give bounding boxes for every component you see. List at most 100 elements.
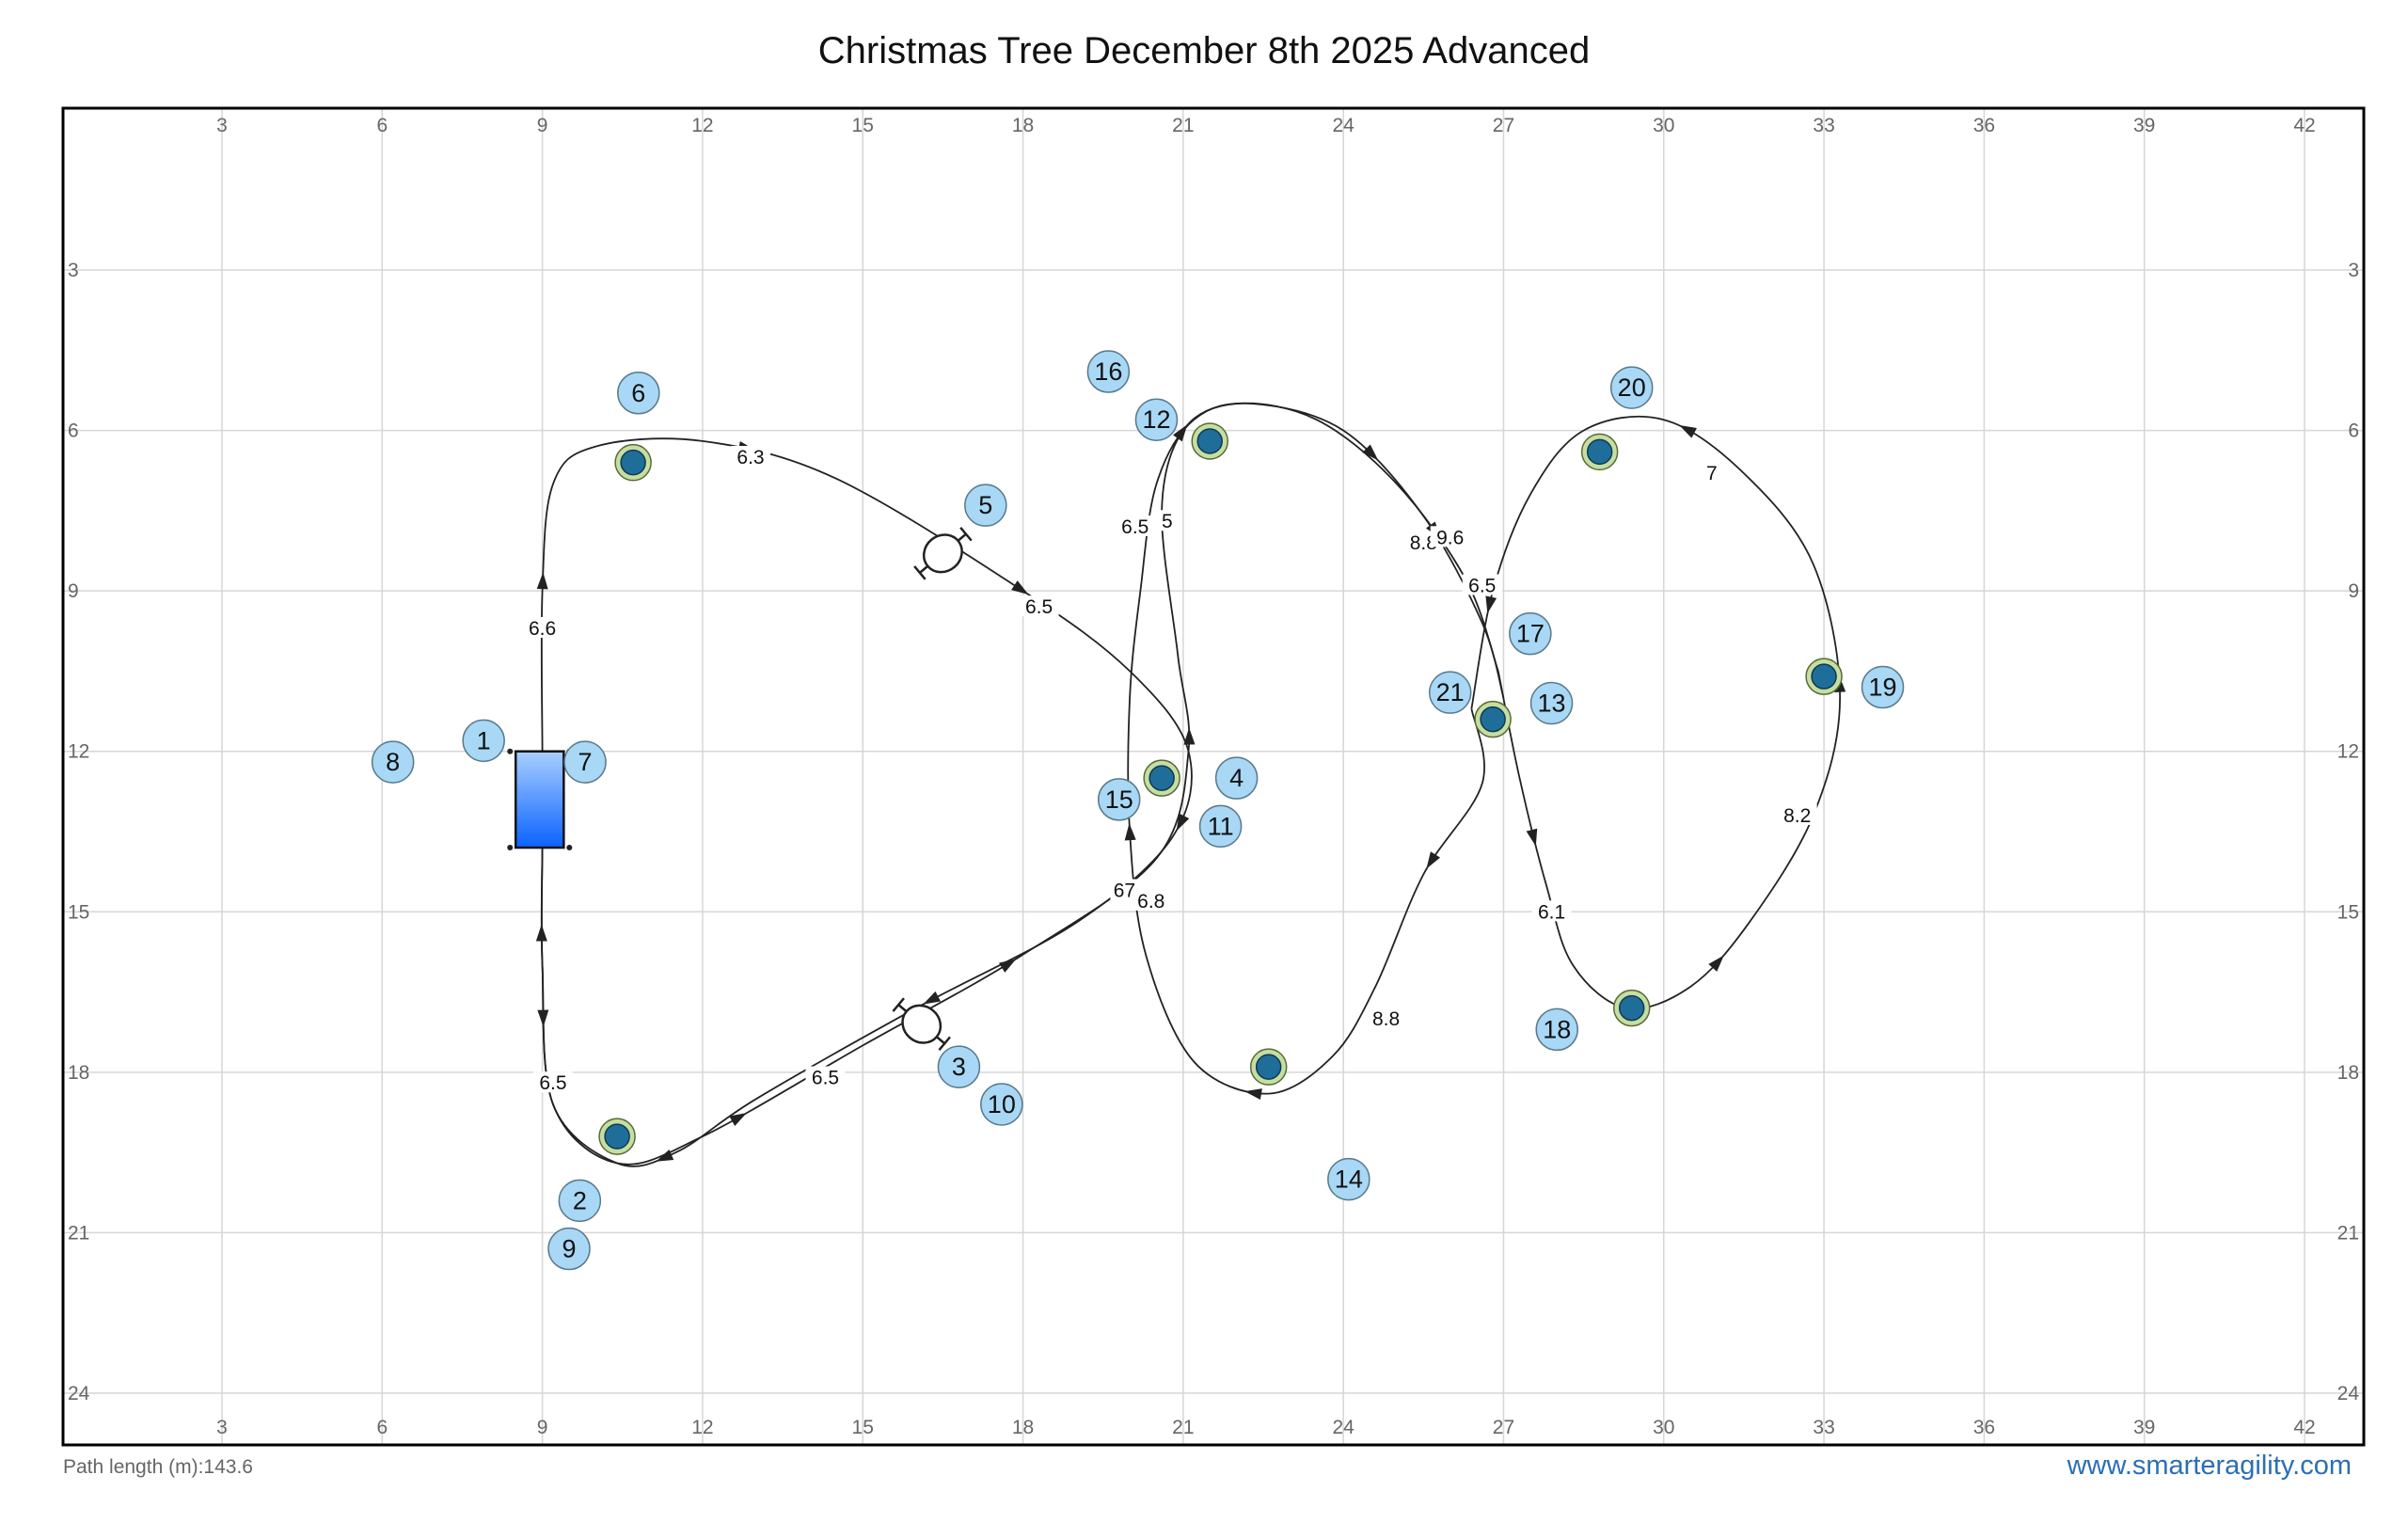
obstacle-number-badge [1535, 1007, 1578, 1052]
obstacle-number-label: 3 [952, 1053, 966, 1081]
handler-path [535, 402, 1846, 1167]
path-arrow [1708, 955, 1724, 972]
pole-marker-center [1149, 765, 1175, 791]
obstacle-number-label: 1 [477, 726, 491, 754]
tunnel-peg [507, 748, 514, 754]
tick-label-y-left: 21 [68, 1222, 89, 1244]
segment-label-bg [731, 446, 771, 467]
segment-length-label: 67 [1114, 880, 1135, 902]
jump-post [892, 997, 905, 1012]
tick-label-y-right: 24 [2337, 1383, 2360, 1404]
segment-length-label: 8.8 [1410, 532, 1437, 554]
segment-label-bg [1777, 803, 1817, 825]
path-arrow [998, 959, 1017, 973]
obstacle-number-badge [1529, 681, 1574, 725]
tick-label-x-top: 33 [1813, 115, 1834, 136]
obstacle-number-badge [1509, 611, 1552, 656]
tick-label-x-bottom: 36 [1973, 1417, 1995, 1438]
path-arrow [1244, 1088, 1262, 1101]
path-arrow [536, 572, 548, 590]
segment-label-bg [522, 616, 562, 638]
segment-length-label: 5 [1162, 511, 1173, 532]
obstacle-number-label: 16 [1094, 357, 1122, 386]
path-arrow [1485, 595, 1497, 614]
tick-label-x-bottom: 42 [2293, 1417, 2315, 1438]
path-arrow [729, 1113, 747, 1127]
jumps [892, 527, 973, 1051]
obstacle-number-label: 15 [1105, 785, 1133, 814]
segment-label-bg [1019, 595, 1059, 617]
segment-label-bg [532, 1071, 573, 1093]
pole-marker-center [1196, 428, 1223, 454]
segment-label-bg [1430, 526, 1470, 547]
segment-length-label: 6.5 [812, 1068, 839, 1089]
obstacle-number-label: 18 [1543, 1015, 1571, 1043]
path-arrow [1176, 813, 1190, 832]
obstacle-number-badge [1861, 665, 1905, 709]
tick-label-x-bottom: 9 [537, 1417, 548, 1438]
pole-marker-center [604, 1123, 630, 1150]
segment-length-label: 6.5 [1121, 516, 1149, 538]
obstacle-number-badge [937, 1045, 981, 1088]
segment-length-label: 6.5 [539, 1072, 566, 1094]
obstacle-number-badge [1086, 350, 1131, 393]
segment-length-label: 8.2 [1783, 805, 1811, 827]
path-segment [1127, 402, 1505, 1095]
pole-marker-center [1255, 1054, 1282, 1080]
pole-marker-center [1586, 438, 1613, 466]
obstacle-number-label: 19 [1868, 673, 1896, 701]
segment-length-label: 7 [1706, 463, 1718, 484]
tick-label-x-top: 27 [1493, 115, 1514, 136]
obstacle-number-label: 17 [1516, 620, 1545, 648]
segment-labels: 6.36.66.5 6.56.56.5 567 6.88.8 9.66.578.26.1… [522, 446, 1817, 1094]
field-border [61, 106, 2366, 1447]
tick-label-x-top: 3 [216, 115, 228, 136]
path-arrow [537, 1009, 549, 1027]
page-title: Christmas Tree December 8th 2025 Advance… [817, 30, 1591, 71]
path-arrow [1426, 851, 1441, 869]
obstacle-number-label: 13 [1538, 690, 1566, 718]
segment-length-label: 6.5 [1468, 575, 1496, 596]
obstacle-number-label: 6 [631, 379, 645, 407]
tick-label-y-left: 6 [68, 420, 79, 442]
jump [913, 527, 973, 580]
tick-label-x-top: 42 [2293, 115, 2315, 136]
tick-label-x-bottom: 24 [1332, 1417, 1354, 1438]
pole-marker-center [620, 449, 646, 476]
segment-length-label: 6.3 [737, 447, 764, 468]
pole-marker-center [1480, 706, 1506, 733]
obstacle-number-badge [1214, 756, 1259, 800]
segment-label-bg [1462, 574, 1502, 595]
obstacle-number-badge [964, 484, 1007, 527]
tick-label-y-left: 15 [68, 901, 89, 923]
tick-label-y-right: 12 [2337, 741, 2359, 763]
path-length: Path length (m):143.6 [63, 1456, 253, 1479]
tick-label-x-bottom: 15 [852, 1417, 874, 1438]
segment-length-label: 6.6 [529, 618, 556, 640]
tick-label-y-right: 18 [2337, 1062, 2359, 1084]
obstacle-number-label: 14 [1335, 1166, 1363, 1194]
obstacle-number-badge [462, 719, 505, 763]
obstacle-number-badge [1134, 398, 1179, 441]
tick-label-y-right: 3 [2348, 260, 2359, 281]
tick-label-y-left: 12 [68, 741, 89, 763]
tick-label-y-right: 15 [2337, 901, 2359, 923]
segment-label-bg [1158, 510, 1176, 531]
path-arrow [1124, 823, 1136, 841]
tick-label-y-left: 3 [68, 260, 79, 281]
grid [63, 108, 2364, 1445]
tick-label-x-top: 18 [1012, 115, 1034, 136]
site-link[interactable]: www.smarteragility.com [2067, 1451, 2352, 1481]
tick-label-x-top: 30 [1653, 115, 1674, 136]
jump [892, 997, 951, 1051]
tick-label-y-right: 6 [2348, 420, 2359, 442]
tick-label-y-left: 18 [68, 1062, 89, 1084]
obstacle-number-badge [1428, 671, 1472, 714]
obstacle-number-label: 8 [386, 748, 400, 776]
obstacle-number-label: 4 [1229, 764, 1244, 792]
obstacle-number-label: 10 [988, 1090, 1016, 1118]
obstacle-number-label: 2 [573, 1186, 587, 1214]
tunnel-peg [507, 845, 514, 851]
obstacle-number-label: 5 [978, 491, 992, 519]
jump-ring [901, 1004, 943, 1044]
